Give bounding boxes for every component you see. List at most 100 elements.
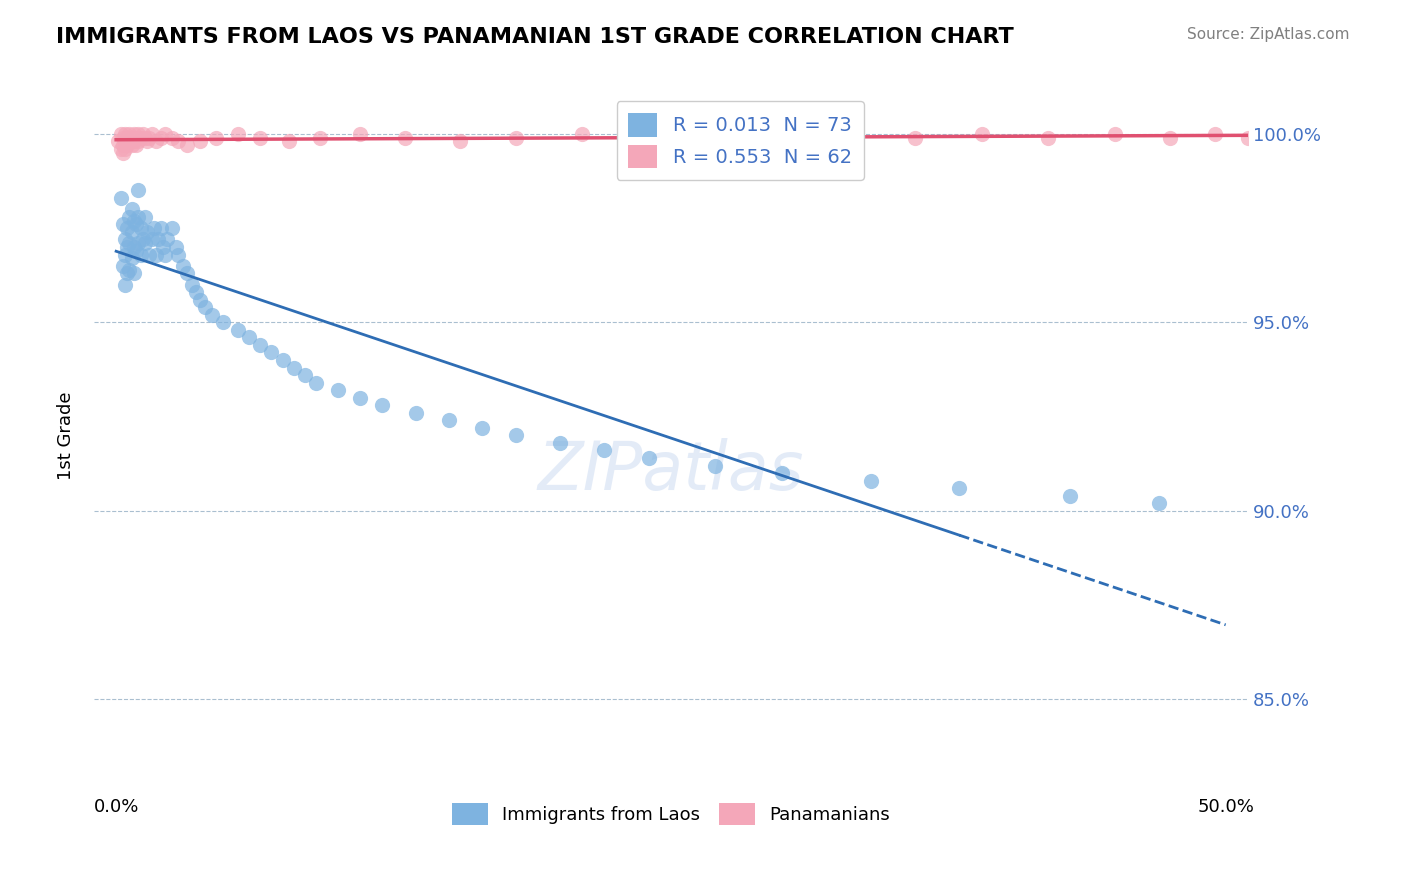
Point: [1147, 496, 1170, 510]
Point: [167, 135, 190, 149]
Point: [114, 277, 136, 292]
Point: [127, 236, 149, 251]
Point: [114, 142, 136, 156]
Point: [211, 315, 233, 329]
Point: [904, 130, 927, 145]
Point: [111, 130, 134, 145]
Point: [136, 135, 159, 149]
Point: [704, 127, 727, 141]
Point: [471, 421, 494, 435]
Point: [394, 130, 416, 145]
Point: [107, 135, 129, 149]
Point: [121, 202, 143, 217]
Point: [637, 450, 659, 465]
Point: [349, 391, 371, 405]
Point: [156, 232, 179, 246]
Point: [859, 474, 882, 488]
Point: [111, 145, 134, 160]
Point: [122, 213, 145, 227]
Point: [1369, 130, 1392, 145]
Point: [110, 142, 132, 156]
Point: [349, 127, 371, 141]
Point: [127, 184, 149, 198]
Point: [134, 236, 156, 251]
Point: [704, 458, 727, 473]
Point: [1303, 127, 1326, 141]
Text: ZIPatlas: ZIPatlas: [537, 438, 804, 504]
Point: [138, 130, 160, 145]
Point: [205, 130, 228, 145]
Point: [190, 135, 212, 149]
Point: [190, 293, 212, 307]
Point: [1159, 130, 1181, 145]
Point: [770, 466, 793, 480]
Point: [141, 232, 163, 246]
Point: [637, 130, 659, 145]
Point: [405, 406, 427, 420]
Point: [114, 232, 136, 246]
Point: [111, 138, 134, 153]
Point: [180, 277, 202, 292]
Point: [145, 247, 167, 261]
Point: [326, 383, 349, 397]
Point: [132, 127, 155, 141]
Point: [129, 221, 152, 235]
Point: [571, 127, 593, 141]
Point: [115, 138, 138, 153]
Point: [294, 368, 316, 383]
Point: [505, 130, 527, 145]
Point: [309, 130, 332, 145]
Point: [1347, 127, 1369, 141]
Point: [115, 130, 138, 145]
Point: [118, 210, 141, 224]
Point: [118, 262, 141, 277]
Point: [449, 135, 471, 149]
Point: [125, 218, 148, 232]
Point: [1104, 127, 1126, 141]
Point: [305, 376, 328, 390]
Point: [127, 135, 149, 149]
Point: [121, 252, 143, 266]
Point: [136, 225, 159, 239]
Point: [148, 232, 170, 246]
Point: [238, 330, 260, 344]
Point: [152, 240, 174, 254]
Point: [142, 221, 165, 235]
Point: [271, 353, 294, 368]
Point: [111, 218, 134, 232]
Point: [1237, 130, 1260, 145]
Point: [970, 127, 993, 141]
Point: [121, 225, 143, 239]
Point: [371, 398, 394, 412]
Point: [129, 130, 152, 145]
Point: [118, 236, 141, 251]
Point: [115, 240, 138, 254]
Point: [194, 300, 217, 314]
Point: [129, 247, 152, 261]
Point: [138, 247, 160, 261]
Point: [153, 127, 176, 141]
Point: [1036, 130, 1059, 145]
Point: [127, 210, 149, 224]
Point: [114, 247, 136, 261]
Point: [149, 221, 172, 235]
Point: [114, 127, 136, 141]
Point: [127, 127, 149, 141]
Text: Source: ZipAtlas.com: Source: ZipAtlas.com: [1187, 27, 1350, 42]
Point: [115, 221, 138, 235]
Point: [115, 266, 138, 280]
Point: [132, 232, 155, 246]
Point: [122, 266, 145, 280]
Point: [118, 127, 141, 141]
Point: [153, 247, 176, 261]
Point: [121, 130, 143, 145]
Point: [145, 135, 167, 149]
Point: [593, 443, 616, 458]
Point: [1281, 130, 1303, 145]
Point: [437, 413, 460, 427]
Point: [160, 221, 183, 235]
Point: [114, 135, 136, 149]
Point: [134, 130, 156, 145]
Point: [121, 138, 143, 153]
Point: [134, 210, 156, 224]
